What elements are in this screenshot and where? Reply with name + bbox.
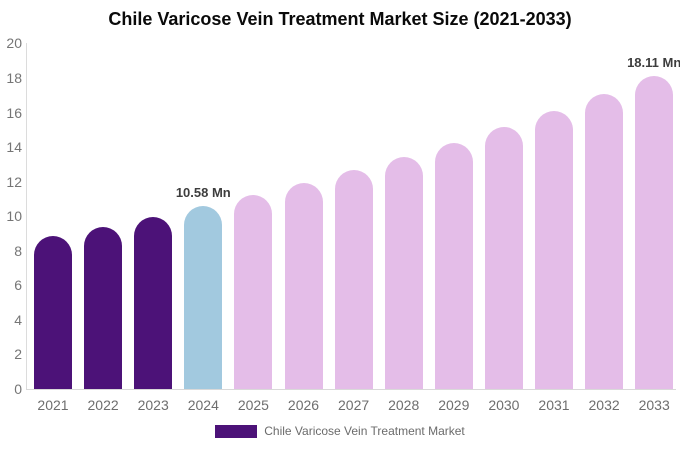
legend-label: Chile Varicose Vein Treatment Market <box>264 424 465 438</box>
data-label-2024: 10.58 Mn <box>175 185 231 201</box>
x-tick-label-2023: 2023 <box>137 397 169 413</box>
y-tick-label: 6 <box>14 277 22 294</box>
bar-2029 <box>434 142 473 389</box>
y-axis-line <box>26 43 27 389</box>
y-tick-label: 20 <box>6 35 22 52</box>
chart-title: Chile Varicose Vein Treatment Market Siz… <box>108 9 572 29</box>
y-tick-label: 0 <box>14 381 22 397</box>
y-tick-label: 14 <box>6 139 22 156</box>
bar-2027 <box>334 170 373 389</box>
x-tick-label-2032: 2032 <box>588 397 620 413</box>
y-tick-label: 10 <box>6 208 22 225</box>
bar-2023 <box>134 216 173 389</box>
x-tick-label-2027: 2027 <box>338 397 370 413</box>
x-axis-line <box>26 389 676 390</box>
x-tick-label-2024: 2024 <box>187 397 219 413</box>
bar-2028 <box>384 156 423 389</box>
data-label-2033: 18.11 Mn <box>627 55 680 71</box>
bar-2031 <box>535 111 573 389</box>
y-tick-label: 4 <box>14 311 22 328</box>
bar-2033 <box>635 76 674 389</box>
x-tick-label-2029: 2029 <box>438 397 470 413</box>
legend-swatch <box>215 424 258 438</box>
bar-2021 <box>34 236 72 389</box>
x-tick-label-2033: 2033 <box>638 397 670 413</box>
bar-2025 <box>234 194 273 389</box>
bar-2026 <box>284 183 323 389</box>
y-tick-label: 12 <box>6 173 22 190</box>
x-tick-label-2021: 2021 <box>37 397 69 413</box>
y-tick-label: 2 <box>14 346 22 363</box>
bar-2032 <box>585 94 624 389</box>
bar-2022 <box>84 226 123 389</box>
legend: Chile Varicose Vein Treatment Market <box>0 424 680 438</box>
x-tick-label-2028: 2028 <box>388 397 420 413</box>
bar-2030 <box>484 127 523 389</box>
y-tick-label: 16 <box>6 104 22 121</box>
bar-2024 <box>184 206 223 389</box>
y-tick-label: 8 <box>14 242 22 259</box>
x-tick-label-2030: 2030 <box>488 397 520 413</box>
x-tick-label-2025: 2025 <box>237 397 269 413</box>
x-tick-label-2022: 2022 <box>87 397 119 413</box>
y-tick-label: 18 <box>6 69 22 86</box>
x-tick-label-2031: 2031 <box>538 397 570 413</box>
x-tick-label-2026: 2026 <box>287 397 320 413</box>
